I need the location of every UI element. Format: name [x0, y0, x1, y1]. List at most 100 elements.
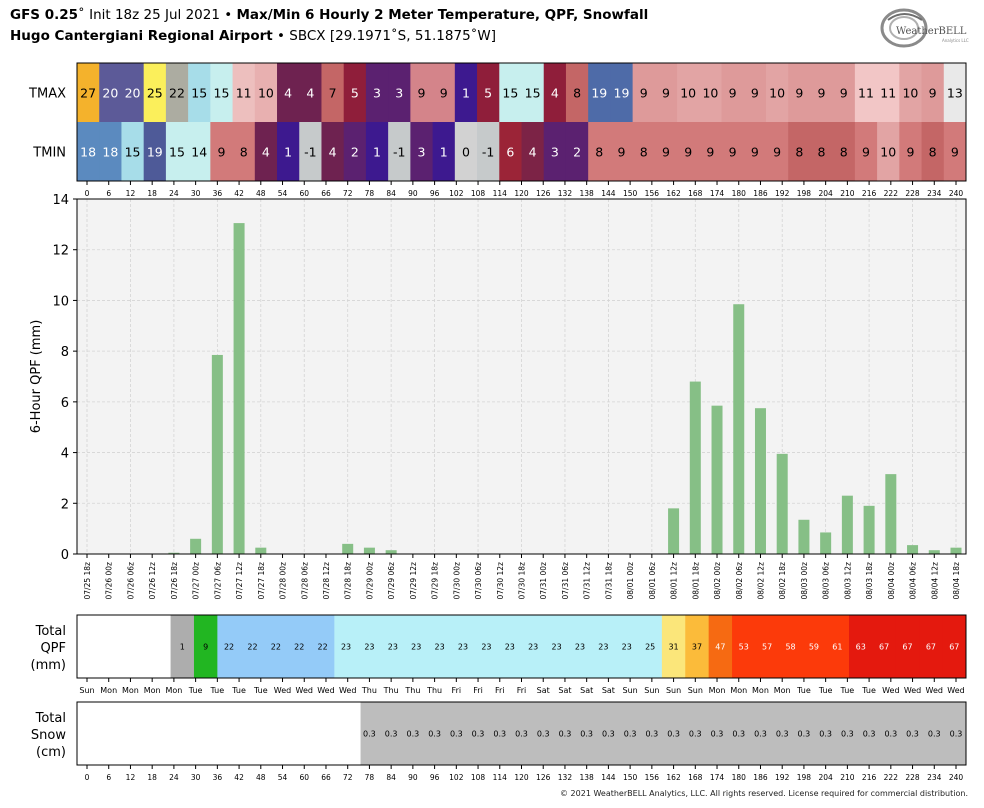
tmin-value: 9 — [684, 145, 692, 160]
temp-x-tick-label: 30 — [191, 189, 201, 198]
tmin-value: 2 — [351, 145, 359, 160]
total-qpf-value: 25 — [645, 643, 655, 652]
day-tick-label: Mon — [144, 686, 161, 695]
snow-x-tick-label: 0 — [85, 773, 90, 782]
total-snow-value: 0.3 — [515, 730, 528, 739]
qpf-x-tick-label: 07/27 12z — [235, 562, 244, 600]
tmin-value: 8 — [240, 145, 248, 160]
tmax-value: 15 — [191, 86, 207, 101]
day-tick-label: Tue — [210, 686, 225, 695]
tmin-cell — [143, 122, 167, 181]
tmax-value: 9 — [640, 86, 648, 101]
qpf-x-tick-label: 07/26 00z — [105, 562, 114, 600]
qpf-y-tick-label: 6 — [61, 396, 69, 411]
total-qpf-label: (mm) — [31, 658, 66, 673]
qpf-x-tick-label: 07/31 00z — [539, 562, 548, 600]
tmin-value: 9 — [706, 145, 714, 160]
tmax-value: 15 — [214, 86, 230, 101]
qpf-x-tick-label: 08/04 06z — [909, 562, 918, 600]
tmin-value: 15 — [125, 145, 141, 160]
day-tick-label: Tue — [861, 686, 876, 695]
total-qpf-cell — [381, 615, 406, 678]
tmax-value: 11 — [236, 86, 252, 101]
tmin-value: 6 — [506, 145, 514, 160]
day-tick-label: Mon — [165, 686, 182, 695]
day-tick-label: Sun — [79, 686, 94, 695]
tmin-cell — [432, 122, 456, 181]
qpf-x-tick-label: 07/26 06z — [126, 562, 135, 600]
tmax-cell — [454, 63, 478, 122]
snow-x-tick-label: 240 — [949, 773, 964, 782]
temp-x-tick-label: 216 — [862, 189, 877, 198]
snow-x-tick-label: 138 — [580, 773, 595, 782]
total-qpf-cell — [872, 615, 897, 678]
temp-x-tick-label: 60 — [299, 189, 309, 198]
qpf-bar — [385, 550, 397, 554]
total-qpf-cell — [100, 615, 125, 678]
tmax-cell — [832, 63, 856, 122]
tmax-value: 8 — [573, 86, 581, 101]
temp-x-tick-label: 138 — [580, 189, 595, 198]
total-qpf-label: Total — [35, 624, 66, 639]
qpf-y-tick-label: 4 — [61, 447, 69, 462]
tmax-value: 10 — [680, 86, 696, 101]
day-tick-label: Tue — [840, 686, 855, 695]
total-qpf-value: 47 — [715, 643, 725, 652]
qpf-x-tick-label: 07/30 18z — [518, 562, 527, 600]
tmax-cell — [77, 63, 100, 122]
total-snow-value: 0.3 — [689, 730, 702, 739]
temp-x-tick-label: 240 — [949, 189, 964, 198]
day-tick-label: Mon — [709, 686, 726, 695]
snow-x-tick-label: 216 — [862, 773, 877, 782]
tmin-value: 8 — [595, 145, 603, 160]
qpf-y-axis-label: 6-Hour QPF (mm) — [29, 320, 44, 434]
snow-x-tick-label: 12 — [126, 773, 136, 782]
tmin-cell — [565, 122, 589, 181]
tmin-cell — [610, 122, 634, 181]
qpf-x-tick-label: 07/30 00z — [452, 562, 461, 600]
tmin-cell — [454, 122, 478, 181]
total-qpf-cell — [147, 615, 172, 678]
temp-x-tick-label: 54 — [278, 189, 288, 198]
day-tick-label: Thu — [404, 686, 420, 695]
temp-x-tick-label: 180 — [732, 189, 747, 198]
tmax-value: 9 — [729, 86, 737, 101]
qpf-x-tick-label: 08/01 06z — [648, 562, 657, 600]
total-qpf-value: 67 — [926, 643, 936, 652]
total-qpf-value: 23 — [551, 643, 561, 652]
station-line: Hugo Cantergiani Regional Airport • SBCX… — [10, 28, 497, 44]
tmax-value: 11 — [880, 86, 896, 101]
qpf-bar — [211, 354, 223, 554]
qpf-x-tick-label: 08/02 00z — [713, 562, 722, 600]
day-tick-label: Sun — [666, 686, 681, 695]
total-snow-fill — [360, 702, 966, 765]
qpf-x-tick-label: 08/02 06z — [735, 562, 744, 600]
qpf-x-tick-label: 08/03 06z — [822, 562, 831, 600]
snow-x-tick-label: 18 — [147, 773, 157, 782]
qpf-bar — [841, 495, 853, 554]
total-qpf-cell — [544, 615, 569, 678]
tmax-value: 9 — [440, 86, 448, 101]
total-snow-value: 0.3 — [819, 730, 832, 739]
tmin-value: 9 — [951, 145, 959, 160]
temp-x-tick-label: 84 — [386, 189, 396, 198]
temp-x-tick-label: 66 — [321, 189, 331, 198]
temp-x-tick-label: 198 — [797, 189, 812, 198]
day-tick-label: Tue — [188, 686, 203, 695]
tmax-value: 27 — [80, 86, 96, 101]
snow-x-tick-label: 210 — [840, 773, 855, 782]
total-qpf-value: 22 — [271, 643, 281, 652]
qpf-x-tick-label: 08/01 00z — [626, 562, 635, 600]
snow-x-tick-label: 120 — [514, 773, 529, 782]
temp-x-tick-label: 96 — [430, 189, 440, 198]
snow-x-tick-label: 156 — [645, 773, 660, 782]
qpf-bar — [668, 508, 680, 554]
tmin-value: 15 — [169, 145, 185, 160]
total-snow-value: 0.3 — [450, 730, 463, 739]
day-tick-label: Mon — [122, 686, 139, 695]
qpf-y-tick-label: 2 — [61, 497, 69, 512]
tmax-cell — [388, 63, 411, 122]
tmin-value: 8 — [795, 145, 803, 160]
